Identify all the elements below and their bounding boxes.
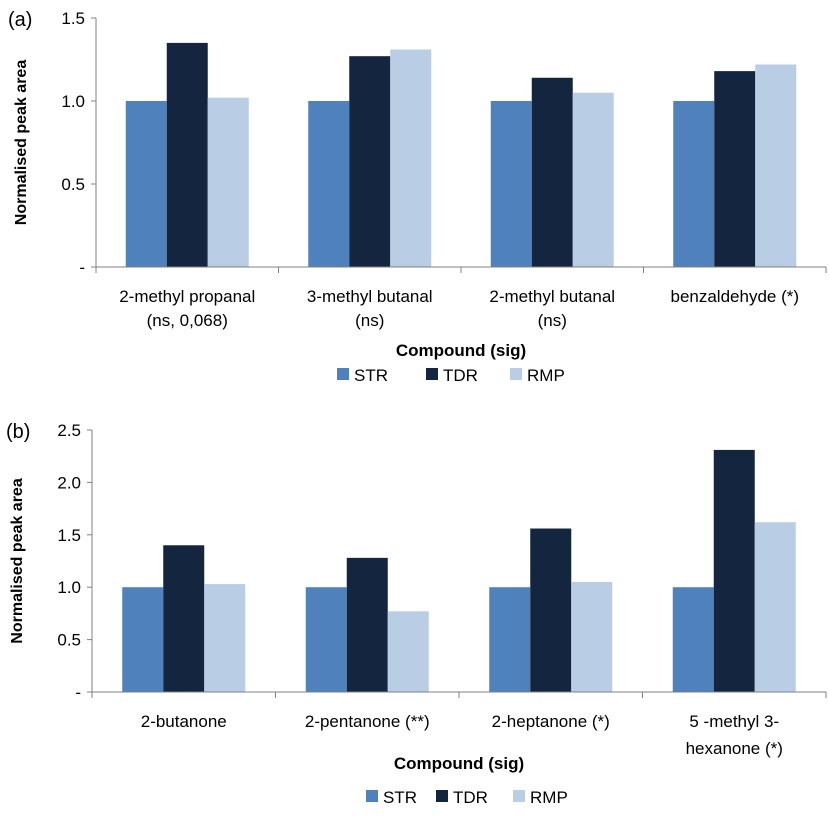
panel-b-legend-label-tdr: TDR <box>453 788 488 807</box>
panel-b-category-label-3-line-1: 2-heptanone (*) <box>492 712 610 731</box>
panel-b-y-tick-label-4: 1.5 <box>57 526 81 545</box>
panel-b-y-axis-title: Normalised peak area <box>9 478 26 644</box>
panel-a-legend-swatch-rmp <box>510 368 522 380</box>
panel-b-category-label-2-line-1: 2-pentanone (**) <box>305 712 430 731</box>
panel-b-y-tick-label-5: 2.0 <box>57 473 81 492</box>
panel-b-legend-swatch-rmp <box>513 790 525 802</box>
panel-a-legend-label-tdr: TDR <box>443 366 478 385</box>
panel-b-legend-label-rmp: RMP <box>530 788 568 807</box>
panel-b-bar-str-1 <box>122 587 164 692</box>
panel-a-bar-rmp-1 <box>207 97 249 268</box>
panel-a-category-label-2-line-1: 3-methyl butanal <box>307 287 433 306</box>
panel-b-category-label-4-line-1: 5 -methyl 3- <box>689 712 779 731</box>
panel-b-bar-str-4 <box>672 587 714 692</box>
panel-b-legend-swatch-tdr <box>436 790 448 802</box>
panel-a-bar-tdr-4 <box>714 71 756 268</box>
panel-a-bar-str-3 <box>490 101 532 267</box>
panel-b-bar-str-2 <box>305 587 347 692</box>
panel-b-bar-rmp-3 <box>571 581 613 692</box>
panel-b-y-tick-label-3: 1.0 <box>57 578 81 597</box>
panel-b-x-axis-title: Compound (sig) <box>394 754 524 773</box>
panel-a-bar-tdr-2 <box>349 56 391 268</box>
panel-a-legend-swatch-str <box>337 368 349 380</box>
panel-b-bar-rmp-2 <box>387 611 429 692</box>
panel-b-y-tick-label-6: 2.5 <box>57 421 81 440</box>
panel-b-bar-rmp-4 <box>754 522 796 692</box>
panel-a-bar-rmp-2 <box>390 49 432 267</box>
panel-a-y-axis-title: Normalised peak area <box>13 60 30 226</box>
panel-a-category-label-4-line-1: benzaldehyde (*) <box>670 287 799 306</box>
panel-b-bar-tdr-1 <box>163 545 205 692</box>
panel-a-bar-tdr-3 <box>531 77 573 267</box>
panel-a-bar-rmp-4 <box>755 64 797 267</box>
panel-a-bar-str-1 <box>125 101 167 267</box>
panel-a-y-tick-label-1: - <box>79 258 85 277</box>
panel-a-y-tick-label-2: 0.5 <box>61 175 85 194</box>
panel-a-category-label-3-line-2: (ns) <box>538 311 567 330</box>
panel-a-y-tick-label-4: 1.5 <box>61 9 85 28</box>
panel-a-y-tick-label-3: 1.0 <box>61 92 85 111</box>
panel-a-x-axis-title: Compound (sig) <box>396 341 526 360</box>
panel-a-bar-str-2 <box>308 101 350 267</box>
panel-b-label: (b) <box>6 421 30 443</box>
panel-a-category-label-1-line-2: (ns, 0,068) <box>147 311 228 330</box>
panel-a-category-label-2-line-2: (ns) <box>355 311 384 330</box>
panel-b-bar-rmp-1 <box>204 584 246 692</box>
panel-b-y-tick-label-1: - <box>75 683 81 702</box>
panel-b-bar-str-3 <box>489 587 531 692</box>
panel-a-category-label-1-line-1: 2-methyl propanal <box>119 287 255 306</box>
panel-a-label: (a) <box>8 9 32 31</box>
panel-b-bar-tdr-3 <box>530 528 572 692</box>
panel-a-category-label-3-line-1: 2-methyl butanal <box>489 287 615 306</box>
panel-a-legend-label-rmp: RMP <box>527 366 565 385</box>
panel-b-legend-label-str: STR <box>383 788 417 807</box>
panel-b-bar-tdr-2 <box>346 557 388 692</box>
panel-b-bar-tdr-4 <box>713 449 755 692</box>
panel-b-y-tick-label-2: 0.5 <box>57 631 81 650</box>
panel-a-legend-label-str: STR <box>354 366 388 385</box>
panel-a-bar-str-4 <box>673 101 715 267</box>
panel-b-legend-swatch-str <box>366 790 378 802</box>
panel-b-category-label-1-line-1: 2-butanone <box>141 712 227 731</box>
panel-a-legend-swatch-tdr <box>426 368 438 380</box>
panel-b-category-label-4-line-2: hexanone (*) <box>686 739 783 758</box>
panel-a-bar-tdr-1 <box>166 42 208 268</box>
panel-a-bar-rmp-3 <box>572 92 614 267</box>
